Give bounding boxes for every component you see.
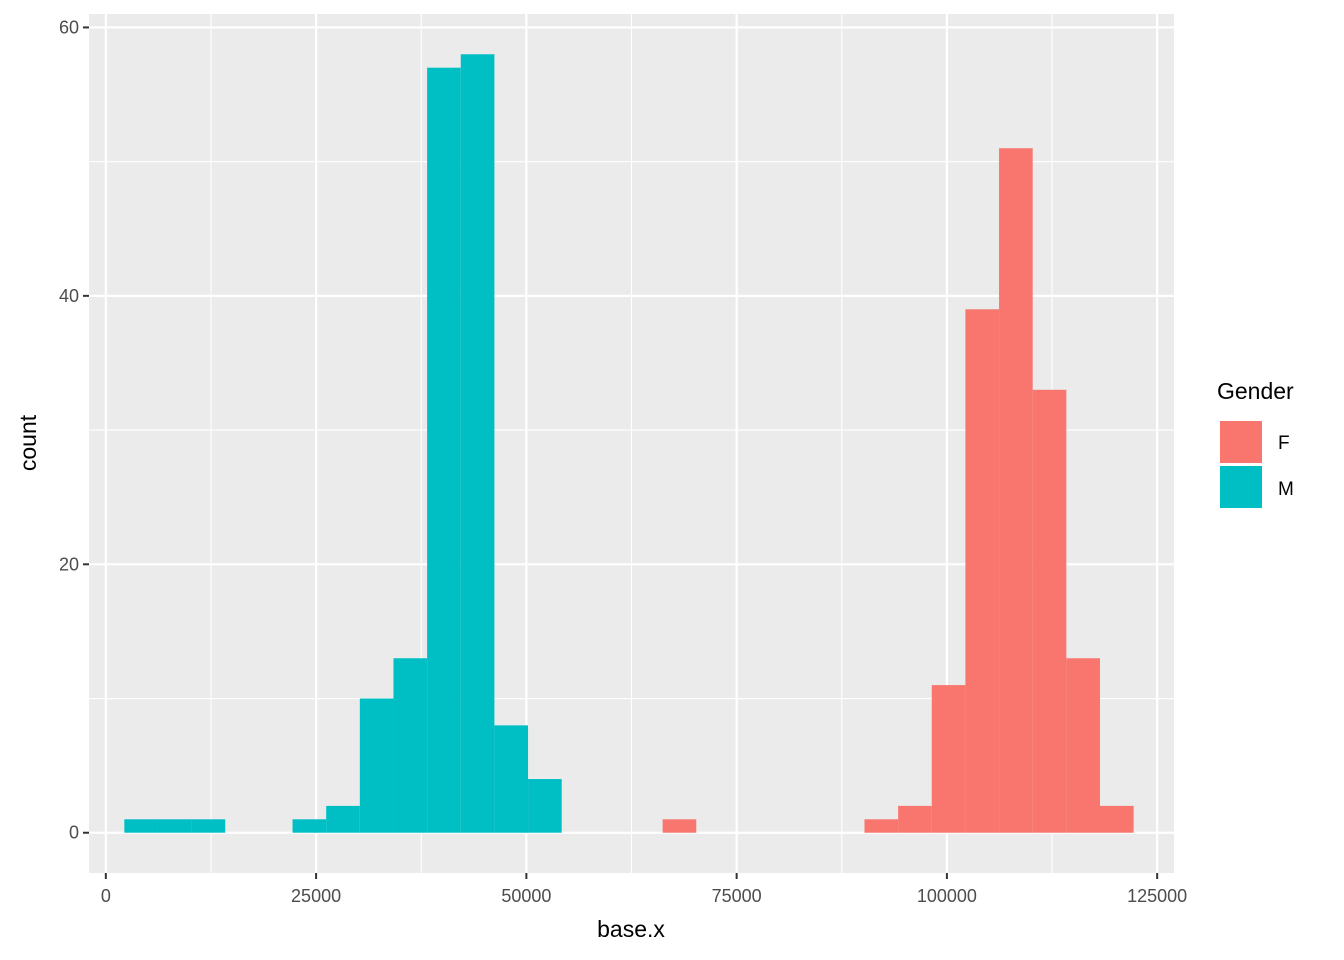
x-tick-label: 0 (101, 886, 111, 906)
x-tick-label: 25000 (291, 886, 341, 906)
legend-label-m: M (1278, 479, 1294, 500)
x-tick-label: 50000 (501, 886, 551, 906)
x-axis-title: base.x (597, 916, 665, 942)
legend-label-f: F (1278, 433, 1290, 454)
legend: Gender F M (1217, 378, 1294, 508)
y-tick-label: 20 (59, 554, 79, 574)
bar-f (965, 309, 1000, 833)
bar-m (460, 54, 495, 833)
bar-m (359, 698, 394, 833)
y-axis-title: count (15, 414, 41, 471)
y-tick-label: 40 (59, 286, 79, 306)
x-tick-label: 75000 (712, 886, 762, 906)
bar-f (1032, 389, 1067, 833)
bar-f (1099, 805, 1134, 833)
bar-m (292, 819, 327, 833)
bar-f (864, 819, 899, 833)
histogram-bars (124, 54, 1134, 833)
bar-m (191, 819, 226, 833)
bar-m (124, 819, 158, 833)
y-axis: 0 20 40 60 (59, 17, 89, 843)
bar-m (157, 819, 192, 833)
y-tick-label: 0 (69, 823, 79, 843)
bar-m (528, 779, 562, 833)
y-tick-label: 60 (59, 17, 79, 37)
bar-m (494, 725, 529, 833)
x-tick-label: 100000 (917, 886, 977, 906)
legend-swatch-f (1220, 421, 1262, 463)
bar-f (931, 685, 966, 833)
bar-m (393, 658, 428, 833)
bar-f (1066, 658, 1100, 833)
bar-m (427, 67, 461, 833)
bar-f (662, 819, 697, 833)
legend-swatch-m (1220, 466, 1262, 508)
legend-title: Gender (1217, 378, 1294, 404)
x-axis: 0 25000 50000 75000 100000 125000 (101, 873, 1187, 906)
bar-f (999, 148, 1033, 833)
bar-f (898, 805, 932, 833)
bar-m (326, 805, 360, 833)
x-tick-label: 125000 (1127, 886, 1187, 906)
